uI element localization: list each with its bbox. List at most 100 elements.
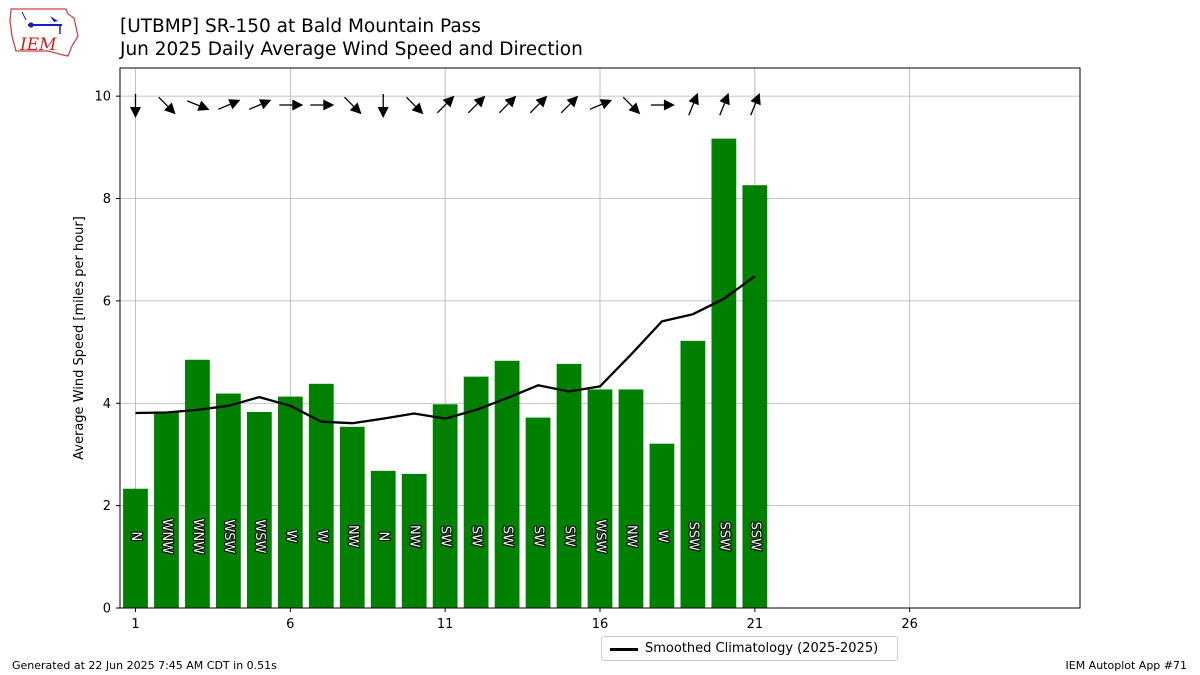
wind-arrow-shaft [467, 103, 479, 114]
direction-label-day-15: SW [562, 526, 577, 547]
y-tick-label: 8 [103, 192, 111, 207]
x-tick-label: 6 [286, 617, 294, 632]
direction-label-day-8: NW [345, 525, 360, 548]
direction-label-day-16: WSW [593, 519, 608, 553]
wind-arrow-head [719, 92, 730, 106]
bar-day-14 [525, 417, 551, 608]
direction-label-day-7: W [314, 530, 329, 543]
wind-arrow-head [566, 95, 579, 108]
legend: Smoothed Climatology (2025-2025) [601, 636, 898, 661]
direction-label-day-9: N [376, 531, 391, 541]
climatology-line [135, 275, 756, 425]
x-tick-label: 21 [747, 617, 764, 632]
wind-arrow-shaft [436, 103, 448, 114]
wind-arrow-shaft [622, 96, 633, 107]
direction-label-day-18: W [654, 530, 669, 543]
wind-arrow-day-13 [498, 95, 517, 114]
wind-arrow-shaft [750, 102, 757, 116]
wind-arrow-head [688, 92, 699, 106]
bar-day-11 [432, 404, 458, 608]
direction-label-day-21: SSW [747, 522, 762, 552]
wind-arrow-head [628, 102, 641, 115]
x-tick-label: 16 [592, 617, 609, 632]
direction-label-day-20: SSW [716, 522, 731, 552]
bar-day-15 [556, 363, 582, 608]
bar-day-8 [339, 426, 365, 608]
wind-arrow-head [535, 95, 548, 108]
y-tick-label: 10 [94, 90, 111, 105]
y-tick-label: 6 [103, 294, 111, 309]
wind-arrow-day-2 [158, 96, 176, 115]
wind-arrow-head [228, 99, 241, 110]
x-tick-label: 11 [437, 617, 454, 632]
legend-line-swatch [610, 648, 638, 651]
bar-day-12 [463, 376, 489, 608]
direction-label-day-12: SW [469, 526, 484, 547]
wind-arrow-shaft [498, 103, 509, 114]
bar-day-6 [277, 396, 303, 608]
wind-arrow-shaft [405, 96, 417, 107]
bar-day-20 [711, 138, 737, 608]
wind-arrow-head [292, 99, 304, 111]
wind-arrow-day-5 [248, 99, 272, 110]
bar-day-1 [123, 488, 148, 608]
wind-arrow-shaft [344, 96, 355, 107]
wind-arrow-shaft [158, 96, 169, 107]
wind-arrow-shaft [589, 103, 603, 110]
direction-label-day-4: WSW [221, 519, 236, 553]
wind-arrow-shaft [688, 102, 695, 116]
wind-arrow-head [599, 99, 612, 110]
iem-logo: IEM [8, 6, 80, 58]
direction-label-day-5: WSW [252, 519, 267, 553]
wind-arrow-shaft [719, 102, 726, 116]
wind-arrow-head [750, 92, 761, 106]
wind-arrow-day-11 [436, 95, 455, 114]
wind-arrow-head [473, 95, 486, 108]
wind-arrow-shaft [186, 100, 200, 107]
chart-title: [UTBMP] SR-150 at Bald Mountain Pass [120, 16, 481, 37]
bar-day-19 [680, 340, 706, 608]
wind-arrow-shaft [529, 103, 540, 114]
chart-subtitle: Jun 2025 Daily Average Wind Speed and Di… [120, 39, 583, 60]
bar-day-3 [185, 359, 210, 608]
wind-arrow-day-1 [130, 94, 141, 118]
wind-arrow-day-20 [719, 92, 730, 116]
footer-app: IEM Autoplot App #71 [1065, 659, 1188, 672]
wind-arrow-shaft [248, 103, 262, 110]
wind-arrow-day-16 [589, 99, 612, 110]
legend-label: Smoothed Climatology (2025-2025) [645, 641, 879, 656]
bar-day-10 [401, 473, 427, 608]
wind-arrow-head [411, 102, 424, 115]
y-tick-label: 0 [103, 602, 111, 617]
wind-arrow-head [259, 99, 272, 110]
wind-arrow-day-9 [377, 94, 389, 118]
y-axis-label: Average Wind Speed [miles per hour] [72, 216, 87, 460]
direction-label-day-1: N [128, 531, 143, 541]
direction-label-day-19: SSW [685, 522, 700, 552]
y-tick-label: 4 [103, 397, 111, 412]
x-tick-label: 1 [131, 617, 139, 632]
bar-day-4 [216, 393, 241, 608]
wind-arrow-day-18 [650, 99, 675, 111]
wind-direction-arrows [130, 92, 761, 118]
wind-arrow-day-17 [622, 96, 641, 115]
wind-arrow-shaft [218, 103, 231, 110]
wind-arrow-day-21 [750, 92, 761, 116]
footer-generated: Generated at 22 Jun 2025 7:45 AM CDT in … [12, 659, 277, 672]
bar-day-16 [587, 389, 613, 608]
wind-arrow-day-10 [405, 96, 424, 115]
wind-arrow-day-15 [560, 95, 579, 114]
y-tick-label: 2 [103, 499, 111, 514]
bar-day-5 [246, 411, 272, 608]
wind-arrow-head [130, 107, 141, 118]
wind-arrow-head [504, 95, 517, 108]
climatology-polyline [135, 275, 756, 425]
direction-label-day-6: W [283, 530, 298, 543]
wind-arrow-head [377, 107, 389, 118]
wind-arrow-head [323, 99, 335, 111]
bar-day-17 [618, 389, 644, 608]
wind-arrow-head [663, 99, 675, 111]
wind-arrow-day-19 [688, 92, 699, 116]
